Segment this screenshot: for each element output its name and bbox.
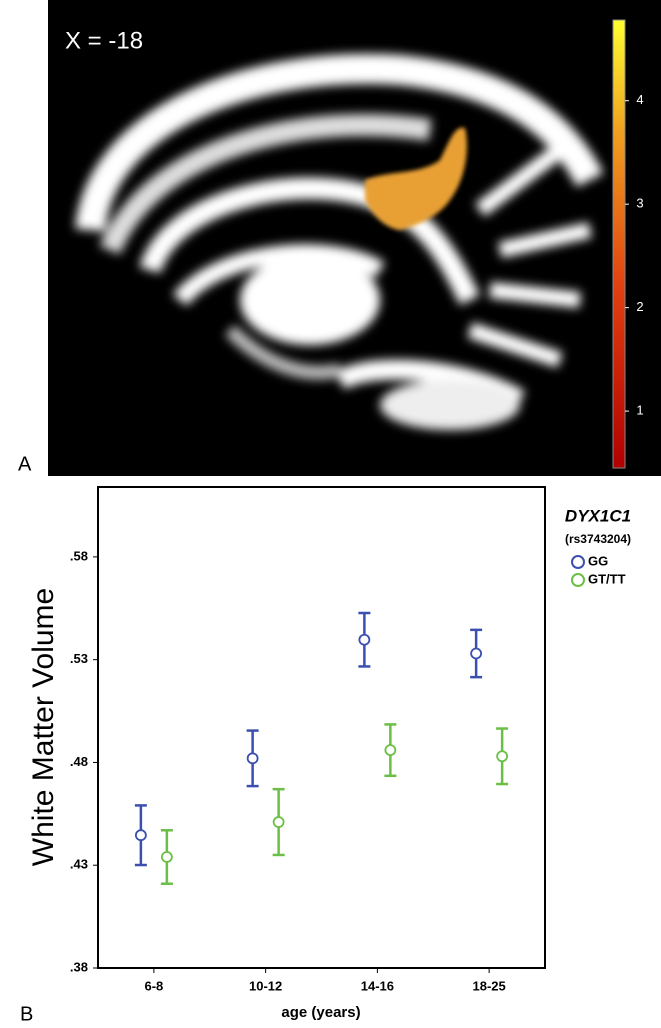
- colorbar: [612, 19, 626, 469]
- colorbar-tick-label: 4: [636, 92, 643, 107]
- legend-title: DYX1C1: [565, 506, 631, 525]
- mean-marker: [496, 750, 509, 763]
- y-tick-label: .38: [70, 959, 88, 974]
- mean-marker: [246, 752, 259, 765]
- x-axis-label: age (years): [281, 1004, 360, 1021]
- mean-marker: [272, 816, 285, 828]
- slice-label: X = -18: [65, 27, 143, 54]
- x-tick-label: 14-16: [361, 978, 394, 993]
- brain-anatomy: [75, 54, 604, 430]
- y-axis-label: White Matter Volume: [27, 588, 60, 866]
- colorbar-tick-label: 2: [636, 299, 643, 314]
- colorbar-tick-label: 1: [636, 403, 643, 418]
- y-tick-label: .48: [70, 754, 88, 769]
- mean-marker: [384, 744, 397, 757]
- mean-marker: [160, 851, 173, 863]
- x-tick-label: 10-12: [249, 978, 282, 993]
- plot-frame: [97, 486, 546, 969]
- y-tick-label: .53: [70, 651, 88, 666]
- legend-label: GG: [588, 553, 608, 568]
- mean-marker: [470, 647, 483, 660]
- mean-marker: [134, 829, 147, 842]
- panel-letter: B: [20, 1003, 33, 1025]
- x-tick-label: 18-25: [473, 978, 506, 993]
- y-tick-label: .58: [70, 548, 88, 563]
- panel-letter: A: [18, 453, 32, 475]
- mean-marker: [358, 633, 371, 646]
- colorbar-tick-label: 3: [636, 196, 643, 211]
- legend-label: GT/TT: [588, 571, 626, 586]
- y-tick-label: .43: [70, 857, 88, 872]
- legend-marker: [571, 555, 585, 569]
- x-tick-label: 6-8: [144, 978, 163, 993]
- activation-cluster: [365, 127, 467, 230]
- legend-marker: [571, 573, 585, 587]
- legend-subtitle: (rs3743204): [565, 532, 631, 546]
